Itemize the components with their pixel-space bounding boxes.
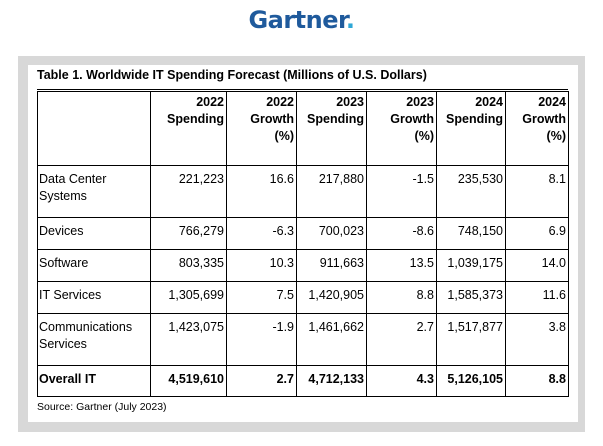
cell-2024-spending: 1,585,373 bbox=[436, 281, 506, 314]
logo-text: Gartner bbox=[248, 6, 346, 34]
cell-2023-growth: -1.5 bbox=[366, 165, 437, 218]
total-row: Overall IT 4,519,610 2.7 4,712,133 4.3 5… bbox=[37, 365, 569, 397]
cell-2024-spending: 748,150 bbox=[436, 217, 506, 250]
cell-2024-spending: 5,126,105 bbox=[436, 365, 506, 397]
cell-2024-growth: 8.1 bbox=[505, 165, 569, 218]
cell-2022-growth: -6.3 bbox=[226, 217, 297, 250]
cell-2023-growth: 13.5 bbox=[366, 249, 437, 282]
source-note: Source: Gartner (July 2023) bbox=[37, 401, 167, 413]
table-row: Communications Services 1,423,075 -1.9 1… bbox=[37, 313, 569, 366]
header-2024-growth: 2024 Growth (%) bbox=[505, 91, 569, 166]
logo-dot: . bbox=[345, 6, 355, 34]
table-row: IT Services 1,305,699 7.5 1,420,905 8.8 … bbox=[37, 281, 569, 314]
cell-2022-spending: 1,423,075 bbox=[150, 313, 227, 366]
cell-2023-spending: 911,663 bbox=[296, 249, 367, 282]
cell-2023-growth: 8.8 bbox=[366, 281, 437, 314]
gartner-logo: Gartner. bbox=[0, 6, 603, 34]
header-2022-growth: 2022 Growth (%) bbox=[226, 91, 297, 166]
table-row: Devices 766,279 -6.3 700,023 -8.6 748,15… bbox=[37, 217, 569, 250]
title-divider bbox=[37, 89, 568, 90]
table-row: Data Center Systems 221,223 16.6 217,880… bbox=[37, 165, 569, 218]
row-label: Communications Services bbox=[37, 313, 151, 366]
cell-2023-spending: 1,420,905 bbox=[296, 281, 367, 314]
row-label: IT Services bbox=[37, 281, 151, 314]
cell-2024-growth: 11.6 bbox=[505, 281, 569, 314]
cell-2024-growth: 14.0 bbox=[505, 249, 569, 282]
cell-2023-growth: -8.6 bbox=[366, 217, 437, 250]
header-2022-spending: 2022 Spending bbox=[150, 91, 227, 166]
cell-2022-spending: 1,305,699 bbox=[150, 281, 227, 314]
table-frame: Table 1. Worldwide IT Spending Forecast … bbox=[18, 56, 585, 432]
row-label: Data Center Systems bbox=[37, 165, 151, 218]
header-2023-spending: 2023 Spending bbox=[296, 91, 367, 166]
cell-2022-growth: 10.3 bbox=[226, 249, 297, 282]
header-segment bbox=[37, 91, 151, 166]
cell-2022-growth: -1.9 bbox=[226, 313, 297, 366]
cell-2023-spending: 700,023 bbox=[296, 217, 367, 250]
cell-2024-spending: 1,039,175 bbox=[436, 249, 506, 282]
cell-2023-growth: 4.3 bbox=[366, 365, 437, 397]
cell-2023-spending: 4,712,133 bbox=[296, 365, 367, 397]
cell-2022-spending: 803,335 bbox=[150, 249, 227, 282]
cell-2022-spending: 4,519,610 bbox=[150, 365, 227, 397]
cell-2023-spending: 1,461,662 bbox=[296, 313, 367, 366]
cell-2022-spending: 221,223 bbox=[150, 165, 227, 218]
cell-2022-growth: 16.6 bbox=[226, 165, 297, 218]
cell-2022-spending: 766,279 bbox=[150, 217, 227, 250]
cell-2022-growth: 2.7 bbox=[226, 365, 297, 397]
cell-2024-growth: 3.8 bbox=[505, 313, 569, 366]
cell-2024-growth: 6.9 bbox=[505, 217, 569, 250]
cell-2023-spending: 217,880 bbox=[296, 165, 367, 218]
row-label: Devices bbox=[37, 217, 151, 250]
cell-2022-growth: 7.5 bbox=[226, 281, 297, 314]
header-2023-growth: 2023 Growth (%) bbox=[366, 91, 437, 166]
cell-2023-growth: 2.7 bbox=[366, 313, 437, 366]
row-label: Software bbox=[37, 249, 151, 282]
header-row: 2022 Spending 2022 Growth (%) 2023 Spend… bbox=[37, 91, 569, 166]
row-label: Overall IT bbox=[37, 365, 151, 397]
cell-2024-growth: 8.8 bbox=[505, 365, 569, 397]
header-2024-spending: 2024 Spending bbox=[436, 91, 506, 166]
spending-table: 2022 Spending 2022 Growth (%) 2023 Spend… bbox=[37, 91, 569, 397]
table-row: Software 803,335 10.3 911,663 13.5 1,039… bbox=[37, 249, 569, 282]
cell-2024-spending: 235,530 bbox=[436, 165, 506, 218]
cell-2024-spending: 1,517,877 bbox=[436, 313, 506, 366]
table-card: Table 1. Worldwide IT Spending Forecast … bbox=[28, 65, 578, 422]
table-title: Table 1. Worldwide IT Spending Forecast … bbox=[37, 68, 427, 82]
